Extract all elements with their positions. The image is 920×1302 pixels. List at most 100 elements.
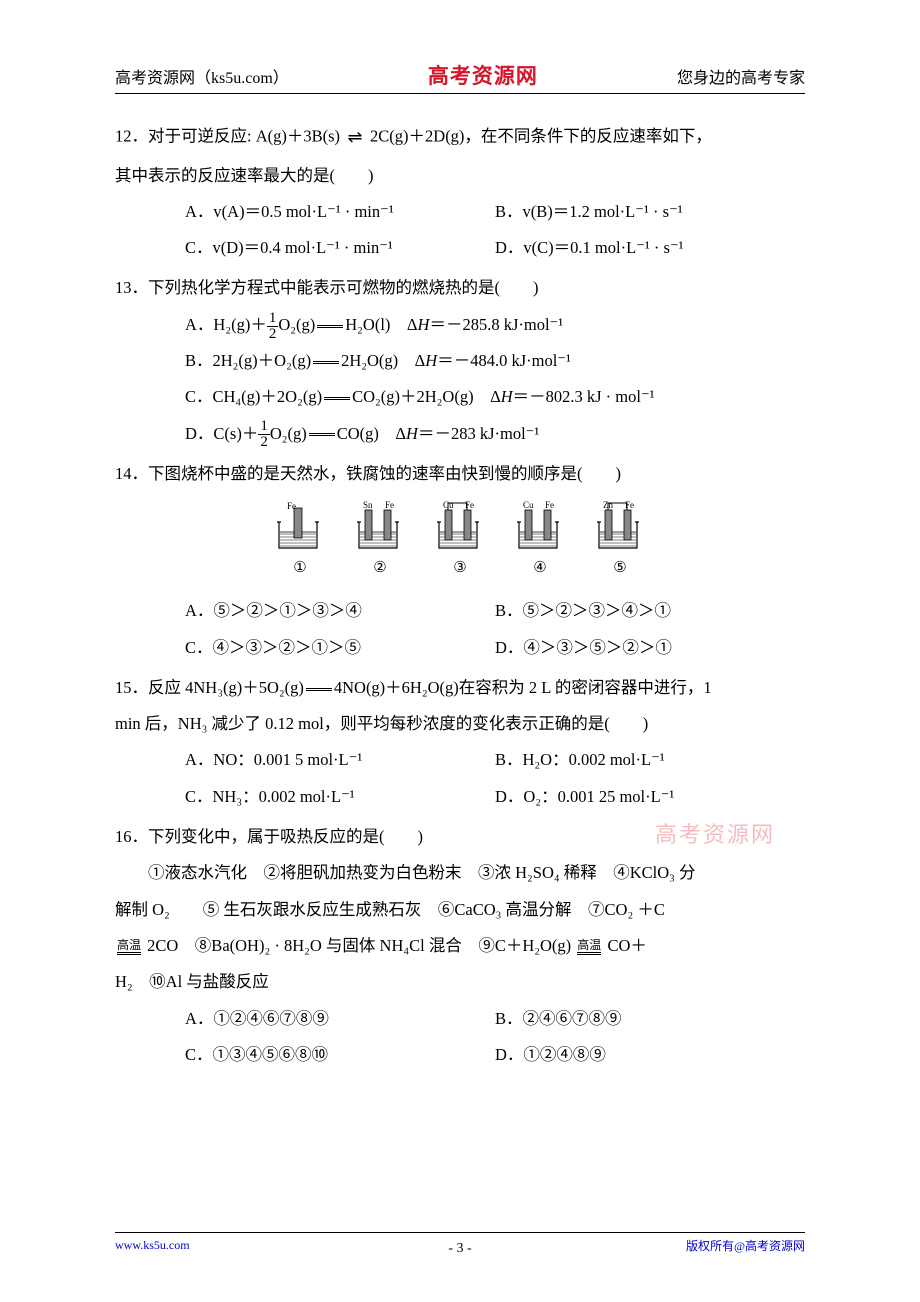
beaker-number: ② <box>373 552 386 585</box>
q15-option-a: A．NO：0.001 5 mol·L⁻¹ <box>185 742 495 778</box>
q12-option-d: D．v(C)＝0.1 mol·L⁻¹ · s⁻¹ <box>495 230 805 266</box>
q13a-p4: ＝－285.8 kJ·mol⁻¹ <box>429 315 563 334</box>
svg-text:Fe: Fe <box>385 500 394 510</box>
q13-body: 13．下列热化学方程式中能表示可燃物的燃烧热的是( ) <box>115 270 805 306</box>
q16-option-b: B．②④⑥⑦⑧⑨ <box>495 1001 805 1037</box>
q13c-p2: CO₂(g)＋2H₂O(g) Δ <box>352 387 501 406</box>
question-13: 13．下列热化学方程式中能表示可燃物的燃烧热的是( ) A．H₂(g)＋12O₂… <box>115 270 805 451</box>
svg-text:Sn: Sn <box>363 500 373 510</box>
condition-arrow-icon: 高温 <box>577 939 601 955</box>
footer-right: 版权所有@高考资源网 <box>686 1237 805 1254</box>
beaker-number: ① <box>293 552 306 585</box>
q13d-p2: O₂(g) <box>270 424 307 443</box>
svg-text:Cu: Cu <box>443 500 454 510</box>
question-15: 15．反应 4NH₃(g)＋5O₂(g) 4NO(g)＋6H₂O(g)在容积为 2… <box>115 670 805 815</box>
page-header: 高考资源网（ks5u.com） 高考资源网 您身边的高考专家 <box>115 60 805 94</box>
q13c-p1: C．CH₄(g)＋2O₂(g) <box>185 387 322 406</box>
footer-page-number: - 3 - <box>448 1241 471 1257</box>
beaker-diagram: Cu Fe ③ <box>429 500 491 585</box>
q14-option-c: C．④＞③＞②＞①＞⑤ <box>185 630 495 666</box>
q14-option-a: A．⑤＞②＞①＞③＞④ <box>185 593 495 629</box>
q13b-p3: ＝－484.0 kJ·mol⁻¹ <box>437 351 571 370</box>
q15-options: A．NO：0.001 5 mol·L⁻¹ B．H₂O：0.002 mol·L⁻¹… <box>115 742 805 815</box>
q16-items-4: H₂ ⑩Al 与盐酸反应 <box>115 964 805 1000</box>
q16-option-c: C．①③④⑤⑥⑧⑩ <box>185 1037 495 1073</box>
fraction-half-icon: 12 <box>267 311 279 342</box>
frac-top: 1 <box>258 419 270 435</box>
q16-items-1: ①液态水汽化 ②将胆矾加热变为白色粉末 ③浓 H₂SO₄ 稀释 ④KClO₃ 分 <box>115 855 805 891</box>
q14-option-d: D．④＞③＞⑤＞②＞① <box>495 630 805 666</box>
condition-arrow-icon: 高温 <box>117 939 141 955</box>
q12-option-b: B．v(B)＝1.2 mol·L⁻¹ · s⁻¹ <box>495 194 805 230</box>
q12-option-a: A．v(A)＝0.5 mol·L⁻¹ · min⁻¹ <box>185 194 495 230</box>
q13-option-c: C．CH₄(g)＋2O₂(g)CO₂(g)＋2H₂O(g) ΔH＝－802.3 … <box>185 379 805 415</box>
q14-diagram: Fe①SnFe②CuFe③CuFe④ZnFe⑤ <box>115 500 805 585</box>
q13-option-a: A．H₂(g)＋12O₂(g)H₂O(l) ΔH＝－285.8 kJ·mol⁻¹ <box>185 307 805 343</box>
reaction-arrow-icon <box>313 361 339 364</box>
q15-p2: 4NO(g)＋6H₂O(g)在容积为 2 L 的密闭容器中进行，1 <box>334 678 712 697</box>
cond-text: 高温 <box>577 939 601 953</box>
q13-option-d: D．C(s)＋12O₂(g)CO(g) ΔH＝－283 kJ·mol⁻¹ <box>185 416 805 452</box>
beaker-number: ④ <box>533 552 546 585</box>
reaction-arrow-icon <box>317 325 343 328</box>
q16-option-d: D．①②④⑧⑨ <box>495 1037 805 1073</box>
q12-text-2: 2C(g)＋2D(g)，在不同条件下的反应速率如下， <box>370 127 712 146</box>
q14-option-b: B．⑤＞②＞③＞④＞① <box>495 593 805 629</box>
reaction-arrow-icon <box>324 397 350 400</box>
beaker-diagram: CuFe④ <box>509 500 571 585</box>
document-content: 12．对于可逆反应: A(g)＋3B(s)2C(g)＋2D(g)，在不同条件下的… <box>115 118 805 1073</box>
q12-option-c: C．v(D)＝0.4 mol·L⁻¹ · min⁻¹ <box>185 230 495 266</box>
fraction-half-icon: 12 <box>258 419 270 450</box>
header-right: 您身边的高考专家 <box>677 64 805 88</box>
q16-option-a: A．①②④⑥⑦⑧⑨ <box>185 1001 495 1037</box>
q12-options: A．v(A)＝0.5 mol·L⁻¹ · min⁻¹ B．v(B)＝1.2 mo… <box>115 194 805 267</box>
footer-left: www.ks5u.com <box>115 1238 190 1253</box>
q16-options: A．①②④⑥⑦⑧⑨ B．②④⑥⑦⑧⑨ C．①③④⑤⑥⑧⑩ D．①②④⑧⑨ <box>115 1001 805 1074</box>
q13-options: A．H₂(g)＋12O₂(g)H₂O(l) ΔH＝－285.8 kJ·mol⁻¹… <box>115 307 805 452</box>
q12-body: 12．对于可逆反应: A(g)＋3B(s)2C(g)＋2D(g)，在不同条件下的… <box>115 118 805 158</box>
q16-p3b: CO＋ <box>603 936 647 955</box>
q15-body: 15．反应 4NH₃(g)＋5O₂(g) 4NO(g)＋6H₂O(g)在容积为 2… <box>115 670 805 706</box>
q15-option-c: C．NH₃：0.002 mol·L⁻¹ <box>185 779 495 815</box>
q13-option-b: B．2H₂(g)＋O₂(g)2H₂O(g) ΔH＝－484.0 kJ·mol⁻¹ <box>185 343 805 379</box>
q15-option-b: B．H₂O：0.002 mol·L⁻¹ <box>495 742 805 778</box>
beaker-diagram: ZnFe⑤ <box>589 500 651 585</box>
frac-bot: 2 <box>267 327 279 342</box>
watermark: 高考资源网 <box>655 817 775 849</box>
svg-text:Fe: Fe <box>287 501 296 511</box>
beaker-number: ⑤ <box>613 552 626 585</box>
q16-p3a: 2CO ⑧Ba(OH)₂ · 8H₂O 与固体 NH₄Cl 混合 ⑨C＋H₂O(… <box>143 936 575 955</box>
reaction-arrow-icon <box>309 433 335 436</box>
svg-text:Fe: Fe <box>465 500 474 510</box>
question-12: 12．对于可逆反应: A(g)＋3B(s)2C(g)＋2D(g)，在不同条件下的… <box>115 118 805 266</box>
equilibrium-arrow-icon <box>340 118 370 158</box>
q13b-p2: 2H₂O(g) Δ <box>341 351 425 370</box>
beaker-diagram: Sn Fe ② <box>349 500 411 585</box>
q15-body-2: min 后，NH₃ 减少了 0.12 mol，则平均每秒浓度的变化表示正确的是(… <box>115 706 805 742</box>
cond-text: 高温 <box>117 939 141 953</box>
header-center-logo: 高考资源网 <box>428 60 538 90</box>
q16-items-3: 高温 2CO ⑧Ba(OH)₂ · 8H₂O 与固体 NH₄Cl 混合 ⑨C＋H… <box>115 928 805 964</box>
q13a-p3: H₂O(l) Δ <box>345 315 417 334</box>
beaker-number: ③ <box>453 552 466 585</box>
frac-top: 1 <box>267 311 279 327</box>
q13a-p1: A．H₂(g)＋ <box>185 315 267 334</box>
q13a-p2: O₂(g) <box>278 315 315 334</box>
header-left: 高考资源网（ks5u.com） <box>115 64 289 88</box>
q12-body-2: 其中表示的反应速率最大的是( ) <box>115 158 805 194</box>
svg-text:Cu: Cu <box>523 500 534 510</box>
q13b-p1: B．2H₂(g)＋O₂(g) <box>185 351 311 370</box>
page-footer: www.ks5u.com - 3 - 版权所有@高考资源网 <box>115 1232 805 1254</box>
beaker-diagram: Fe ① <box>269 500 331 585</box>
q14-options: A．⑤＞②＞①＞③＞④ B．⑤＞②＞③＞④＞① C．④＞③＞②＞①＞⑤ D．④＞… <box>115 593 805 666</box>
q15-p1: 15．反应 4NH₃(g)＋5O₂(g) <box>115 678 304 697</box>
frac-bot: 2 <box>258 435 270 450</box>
q16-items-2: 解制 O₂ ⑤ 生石灰跟水反应生成熟石灰 ⑥CaCO₃ 高温分解 ⑦CO₂ ＋C <box>115 892 805 928</box>
svg-text:Fe: Fe <box>625 500 634 510</box>
q13d-p4: ＝－283 kJ·mol⁻¹ <box>418 424 539 443</box>
q13c-p3: ＝－802.3 kJ · mol⁻¹ <box>513 387 655 406</box>
reaction-arrow-icon <box>306 688 332 691</box>
q15-option-d: D．O₂：0.001 25 mol·L⁻¹ <box>495 779 805 815</box>
q13d-p3: CO(g) Δ <box>337 424 406 443</box>
question-14: 14．下图烧杯中盛的是天然水，铁腐蚀的速率由快到慢的顺序是( ) Fe①SnFe… <box>115 456 805 666</box>
